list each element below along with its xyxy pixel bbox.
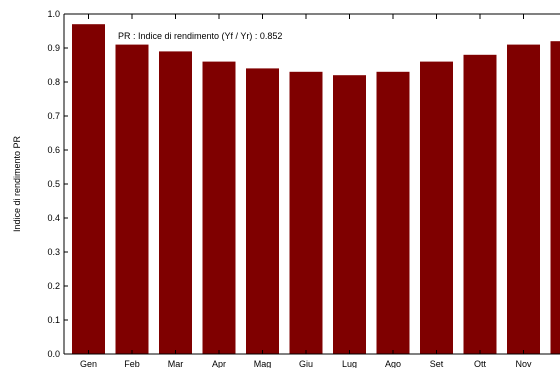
bar-nov [507, 44, 540, 354]
bar-mar [159, 51, 192, 355]
y-tick-label: 0.5 [47, 179, 60, 189]
bar-gen [72, 24, 105, 354]
x-tick-label: Mag [254, 359, 272, 368]
bar-apr [202, 61, 236, 354]
y-axis-title: Indice di rendimento PR [12, 135, 22, 232]
y-tick-label: 0.4 [47, 213, 60, 223]
y-tick-label: 0.3 [47, 247, 60, 257]
y-tick-label: 0.1 [47, 315, 60, 325]
y-tick-label: 0.9 [47, 43, 60, 53]
x-tick-label: Ago [385, 359, 401, 368]
x-tick-label: Gen [80, 359, 97, 368]
y-tick-label: 0.8 [47, 77, 60, 87]
bar-ago [376, 71, 410, 355]
pr-annotation: PR : Indice di rendimento (Yf / Yr) : 0.… [118, 31, 282, 41]
bar-feb [115, 44, 149, 354]
x-tick-label: Nov [515, 359, 532, 368]
x-tick-label: Feb [124, 359, 140, 368]
y-tick-label: 1.0 [47, 9, 60, 19]
bar-ott [463, 54, 497, 355]
bar-dic [550, 41, 560, 354]
bar-mag [246, 68, 279, 355]
y-axis-tick-labels: 0.0 0.1 0.2 0.3 0.4 0.5 0.6 0.7 0.8 0.9 1.0 [47, 9, 60, 359]
axis-ticks [64, 13, 524, 355]
x-tick-label: Ott [474, 359, 487, 368]
bar-set [420, 61, 453, 354]
y-tick-label: 0.0 [47, 349, 60, 359]
y-tick-label: 0.2 [47, 281, 60, 291]
x-tick-label: Apr [212, 359, 226, 368]
bar-giu [289, 71, 323, 355]
bar-lug [333, 75, 366, 354]
y-tick-label: 0.6 [47, 145, 60, 155]
x-tick-label: Lug [342, 359, 357, 368]
x-tick-label: Set [430, 359, 444, 368]
y-tick-label: 0.7 [47, 111, 60, 121]
x-axis-tick-labels: GenFebMarAprMagGiuLugAgoSetOttNovDic [80, 359, 532, 368]
x-tick-label: Mar [168, 359, 184, 368]
x-tick-label: Giu [299, 359, 313, 368]
bars [72, 24, 560, 355]
